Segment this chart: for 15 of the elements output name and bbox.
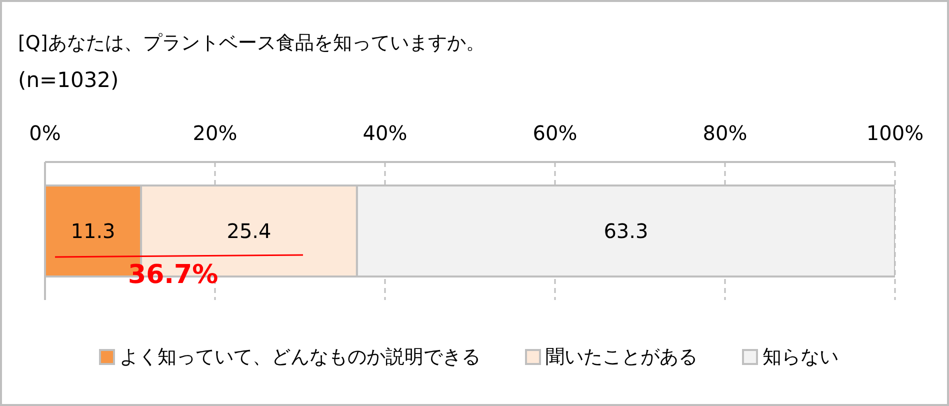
x-tick-label: 40% (362, 121, 408, 145)
data-label: 63.3 (604, 219, 648, 244)
annotation: 36.7% (128, 260, 218, 290)
legend-label: 知らない (762, 345, 838, 370)
x-tick-label: 0% (29, 121, 61, 145)
x-tick-label: 100% (866, 121, 924, 145)
x-tick-label: 80% (702, 121, 748, 145)
legend-label: よく知っていて、どんなものか説明できる (120, 345, 480, 370)
x-tick-label: 20% (192, 121, 238, 145)
chart-subtitle: (n=1032) (18, 68, 119, 92)
data-label: 11.3 (70, 219, 116, 244)
data-label: 25.4 (226, 219, 272, 244)
chart-title: [Q]あなたは、プラントベース食品を知っていますか。 (18, 31, 485, 56)
x-tick-label: 60% (532, 121, 578, 145)
legend-label: 聞いたことがある (546, 345, 698, 370)
